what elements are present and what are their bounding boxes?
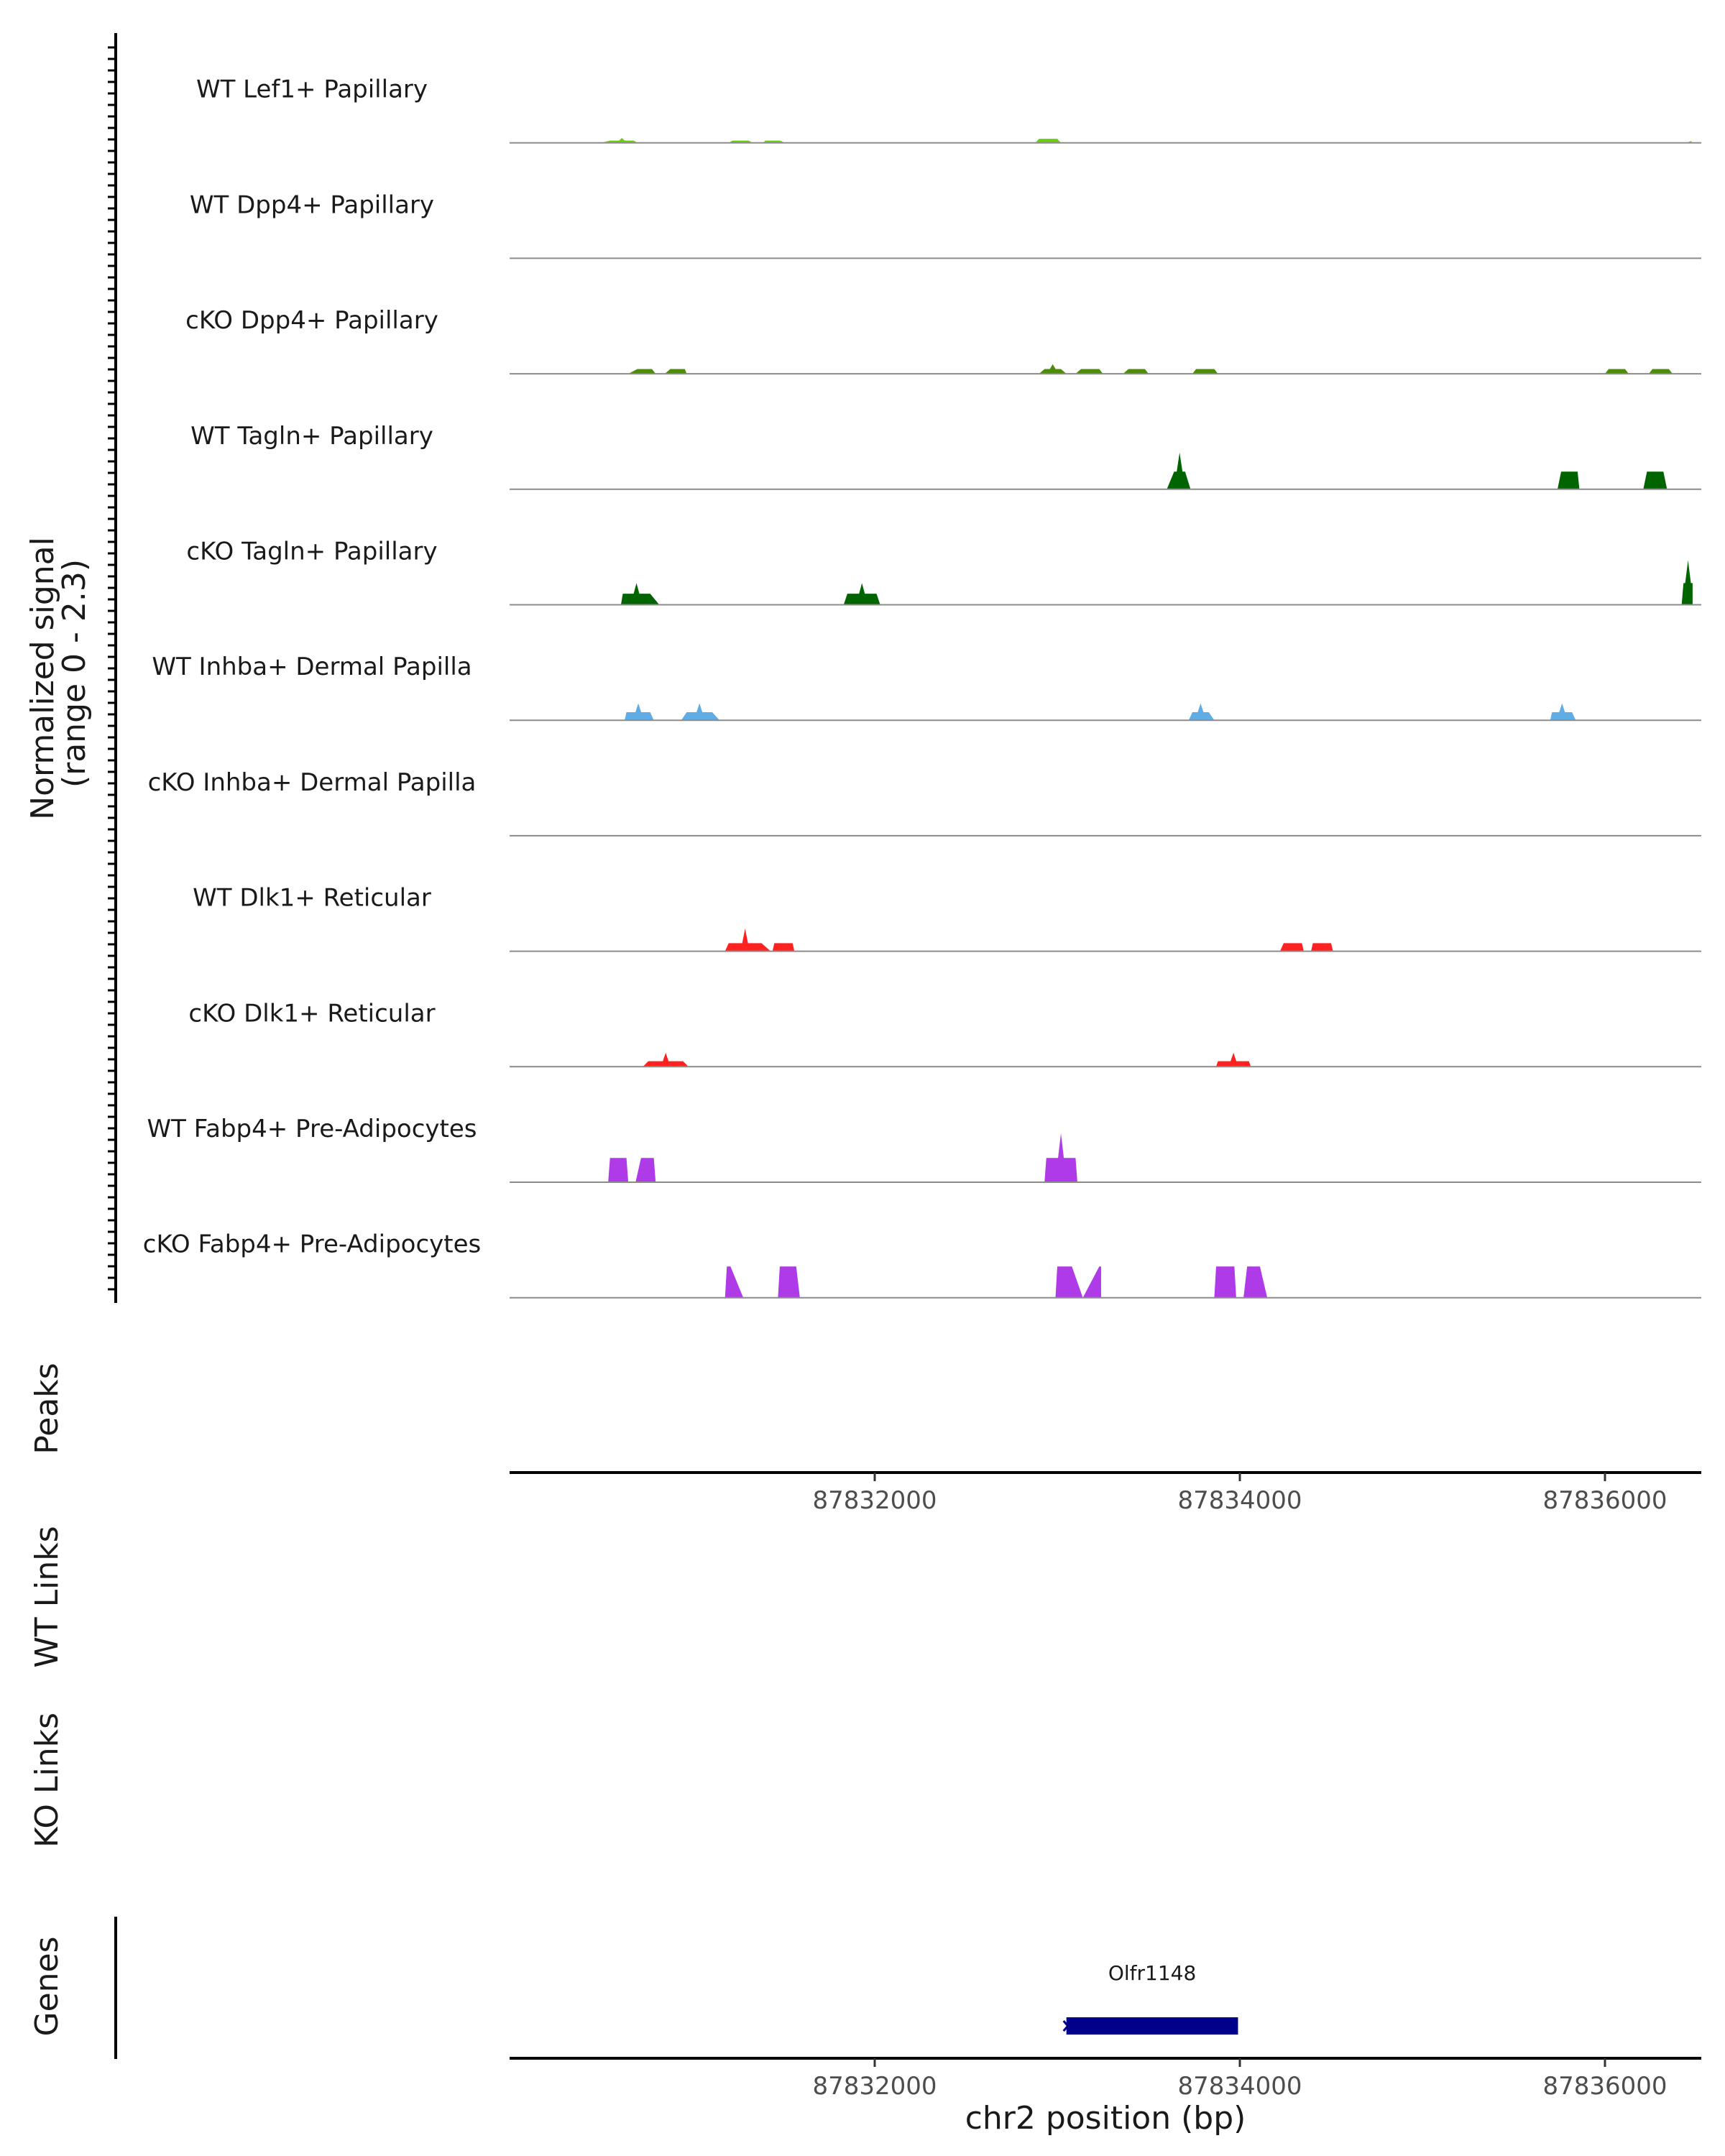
track-10: cKO Fabp4+ Pre-Adipocytes (143, 1230, 1701, 1299)
coverage-peak (625, 703, 654, 721)
coverage-peak (635, 1158, 656, 1182)
peaks-track-label: Peaks (29, 1363, 65, 1454)
track-label: cKO Inhba+ Dermal Papilla (148, 768, 477, 797)
track-7: WT Dlk1+ Reticular (193, 884, 1701, 952)
coverage-peak (1311, 943, 1333, 952)
coverage-peak (1192, 369, 1218, 374)
genes-x-ticks: 87832000 87834000 87836000 (812, 2058, 1668, 2101)
coverage-peak (724, 1266, 744, 1298)
track-label: WT Lef1+ Papillary (196, 75, 428, 104)
track-label: cKO Dlk1+ Reticular (188, 999, 435, 1028)
x-tick-label: 87836000 (1542, 1486, 1667, 1515)
coverage-peak (1188, 703, 1215, 721)
coverage-peak (1648, 369, 1673, 374)
gene-strand-marker (1062, 2020, 1073, 2032)
track-5: WT Inhba+ Dermal Papilla (152, 653, 1701, 722)
x-tick-label: 87832000 (812, 1486, 937, 1515)
coverage-peak (1055, 1266, 1083, 1298)
track-0: WT Lef1+ Papillary (196, 75, 1701, 144)
coverage-peak (772, 943, 795, 952)
coverage-peak (1167, 452, 1191, 489)
coverage-peak (1075, 369, 1103, 374)
coverage-peak (1550, 703, 1576, 721)
track-label: WT Dlk1+ Reticular (193, 884, 431, 913)
x-tick-label: 87836000 (1542, 2072, 1667, 2101)
coverage-peak (1039, 364, 1067, 374)
coverage-peak (1681, 560, 1693, 605)
coverage-peak (1279, 943, 1304, 952)
coverage-peak (1643, 471, 1668, 489)
coverage-peak (1035, 139, 1062, 143)
genes-track-label: Genes (29, 1936, 65, 2036)
track-3: WT Tagln+ Papillary (190, 422, 1701, 490)
coverage-peak (1044, 1133, 1077, 1182)
coverage-peak (1214, 1266, 1236, 1298)
genes-track: Olfr1148 (1062, 1961, 1238, 2035)
coverage-peak (608, 1158, 629, 1182)
track-label: WT Inhba+ Dermal Papilla (152, 653, 472, 681)
track-8: cKO Dlk1+ Reticular (188, 999, 1701, 1068)
coverage-peak (1215, 1052, 1251, 1067)
coverage-peak (620, 583, 660, 605)
track-9: WT Fabp4+ Pre-Adipocytes (147, 1115, 1701, 1183)
wt-links-track-label: WT Links (29, 1526, 65, 1667)
coverage-peak (643, 1052, 689, 1067)
coverage-peak (628, 369, 656, 374)
coverage-peak (1082, 1266, 1101, 1298)
coverage-peak (601, 138, 638, 143)
x-axis-title: chr2 position (bp) (965, 2100, 1246, 2137)
coverage-peak (1557, 471, 1580, 489)
track-2: cKO Dpp4+ Papillary (185, 306, 1701, 375)
track-label: WT Dpp4+ Papillary (190, 190, 434, 219)
coverage-peak (1243, 1266, 1268, 1298)
track-label: WT Fabp4+ Pre-Adipocytes (147, 1115, 477, 1143)
track-6: cKO Inhba+ Dermal Papilla (148, 768, 1701, 837)
ko-links-track-label: KO Links (29, 1713, 65, 1848)
track-label: cKO Tagln+ Papillary (186, 538, 437, 566)
coverage-peak (778, 1266, 800, 1298)
gene-body (1066, 2017, 1238, 2035)
coverage-peak (1123, 369, 1149, 374)
coverage-peak (724, 928, 771, 952)
coverage-tracks: WT Lef1+ Papillary WT Dpp4+ Papillary cKO … (143, 75, 1701, 1299)
coverage-peak (664, 369, 687, 374)
track-label: WT Tagln+ Papillary (190, 422, 433, 451)
coverage-peak (1605, 369, 1629, 374)
gene-label: Olfr1148 (1108, 1961, 1196, 1985)
coverage-peak (843, 583, 880, 605)
track-4: cKO Tagln+ Papillary (186, 538, 1701, 606)
x-tick-label: 87834000 (1177, 2072, 1302, 2101)
x-tick-label: 87834000 (1177, 1486, 1302, 1515)
coverage-peak (681, 703, 720, 721)
coverage-y-ticks (108, 46, 116, 1291)
track-1: WT Dpp4+ Papillary (190, 190, 1701, 259)
track-label: cKO Dpp4+ Papillary (185, 306, 438, 335)
x-tick-label: 87832000 (812, 2072, 937, 2101)
track-label: cKO Fabp4+ Pre-Adipocytes (143, 1230, 482, 1259)
coverage-ylabel: Normalized signal (range 0 - 2.3) (24, 527, 93, 820)
peaks-x-ticks: 87832000 87834000 87836000 (812, 1473, 1668, 1515)
